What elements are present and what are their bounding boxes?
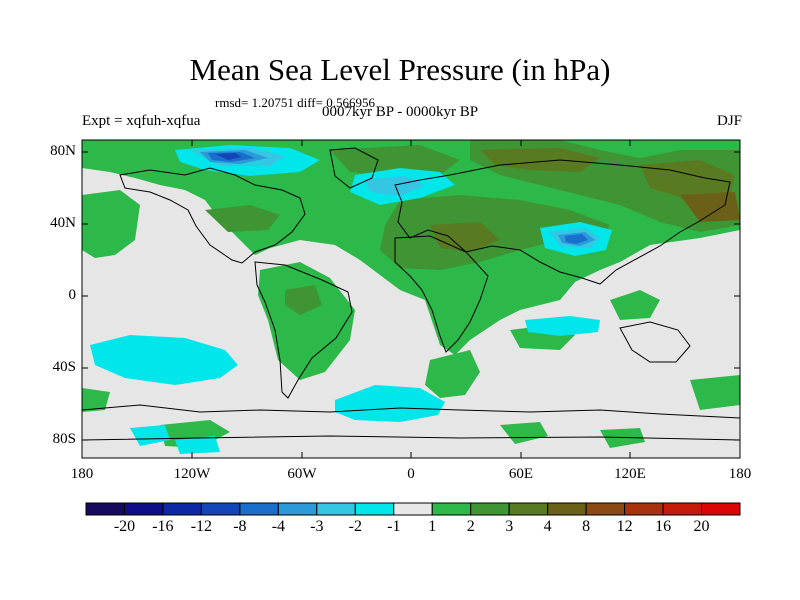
lon-label-0: 0	[407, 466, 415, 482]
colorbar-box	[701, 502, 741, 516]
lon-label-120w: 120W	[173, 466, 211, 482]
colorbar-box	[547, 502, 587, 516]
experiment-label: Expt = xqfuh-xqfua	[82, 113, 201, 129]
colorbar-label: -16	[152, 518, 174, 535]
colorbar-label: -8	[233, 518, 247, 535]
lat-label-80n: 80N	[50, 143, 76, 159]
colorbar-box	[354, 502, 395, 516]
colorbar-box	[624, 502, 664, 516]
positive-anomaly-3-4	[430, 148, 740, 252]
lon-label-180w: 180	[70, 466, 94, 482]
colorbar-label: -4	[271, 518, 286, 535]
colorbar-box	[393, 502, 433, 516]
negative-anomaly-8-12	[215, 153, 242, 160]
lat-label-80s: 80S	[52, 431, 76, 447]
colorbar-label: -20	[113, 518, 136, 535]
colorbar	[85, 502, 741, 516]
colorbar-box	[162, 502, 202, 516]
lon-label-60e: 60E	[508, 466, 534, 482]
colorbar-label: 1	[428, 518, 437, 535]
lon-label-180e: 180	[728, 466, 752, 482]
colorbar-box	[277, 502, 318, 516]
colorbar-label: 4	[543, 518, 552, 535]
period-label: 0007kyr BP - 0000kyr BP	[322, 104, 479, 120]
lon-label-60w: 60W	[287, 466, 317, 482]
colorbar-label: 3	[505, 518, 514, 535]
colorbar-label: -12	[190, 518, 213, 535]
map-title: Mean Sea Level Pressure (in hPa)	[189, 52, 611, 87]
colorbar-box	[662, 502, 703, 516]
lon-label-120e: 120E	[614, 466, 646, 482]
colorbar-label: -2	[348, 518, 362, 535]
colorbar-box	[470, 502, 510, 516]
pressure-field	[82, 140, 740, 458]
colorbar-label: 16	[655, 518, 672, 535]
colorbar-box	[85, 502, 125, 516]
colorbar-label: 20	[693, 518, 710, 535]
lat-label-40n: 40N	[50, 215, 76, 231]
colorbar-box	[200, 502, 241, 516]
colorbar-box	[123, 502, 164, 516]
colorbar-box	[431, 502, 472, 516]
colorbar-label: -3	[310, 518, 324, 535]
lat-label-0: 0	[68, 287, 77, 303]
colorbar-box	[239, 502, 279, 516]
colorbar-box	[316, 502, 356, 516]
lon-ticks	[81, 140, 741, 458]
colorbar-box	[585, 502, 626, 516]
lat-label-40s: 40S	[52, 359, 76, 375]
colorbar-label: 8	[582, 518, 591, 535]
lat-ticks	[82, 151, 740, 441]
colorbar-box	[508, 502, 549, 516]
colorbar-label: 12	[616, 518, 633, 535]
colorbar-label: -1	[387, 518, 401, 535]
rmsd-diff-stats: rmsd= 1.20751 diff= 0.566956	[215, 95, 375, 110]
coastlines	[82, 147, 740, 441]
colorbar-label: 2	[466, 518, 475, 535]
season-label: DJF	[716, 113, 742, 129]
